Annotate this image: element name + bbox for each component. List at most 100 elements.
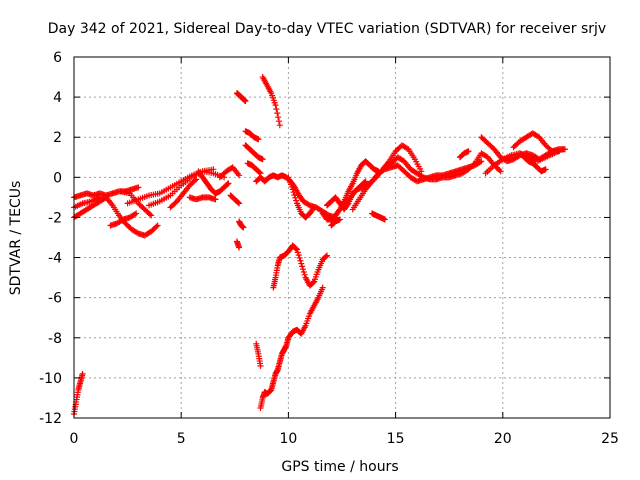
y-tick-label: -8 <box>48 331 62 347</box>
y-axis-label: SDTVAR / TECUs <box>8 181 24 296</box>
data-point <box>300 268 307 275</box>
data-point <box>310 205 317 212</box>
data-point <box>210 166 217 173</box>
data-point <box>275 114 282 121</box>
data-point <box>242 98 249 105</box>
data-point <box>298 260 305 267</box>
y-tick-labels: -12 -10 -8 -6 -4 -2 0 2 4 6 <box>39 50 62 427</box>
data-point <box>293 246 300 253</box>
data-points <box>71 74 568 417</box>
data-point <box>293 245 300 252</box>
data-point <box>291 191 298 198</box>
series-arc-22 <box>285 174 318 221</box>
data-point <box>289 186 296 193</box>
data-point <box>301 271 308 278</box>
data-point <box>224 181 231 188</box>
data-point <box>293 197 300 204</box>
data-point <box>299 263 306 270</box>
data-point <box>146 211 153 218</box>
data-point <box>497 168 504 175</box>
x-tick-label: 0 <box>70 431 79 447</box>
data-point <box>240 224 247 231</box>
data-point <box>323 253 330 260</box>
y-tick-label: -10 <box>39 371 62 387</box>
series-arc-2 <box>71 194 110 221</box>
x-tick-label: 5 <box>177 431 186 447</box>
data-point <box>294 249 301 256</box>
series-arc-5 <box>107 210 140 229</box>
series-arc-25 <box>270 242 330 291</box>
x-tick-label: 10 <box>279 431 297 447</box>
series-arc-10 <box>195 168 232 197</box>
data-point <box>96 194 103 201</box>
data-point <box>212 196 219 203</box>
data-point <box>274 110 281 117</box>
x-tick-label: 25 <box>601 431 619 447</box>
data-point <box>297 257 304 264</box>
data-point <box>193 176 200 183</box>
series-arc-16 <box>233 238 243 251</box>
data-point <box>259 156 266 163</box>
data-point <box>236 244 243 251</box>
data-point <box>470 161 477 168</box>
series-arc-9 <box>167 176 200 211</box>
y-tick-label: 2 <box>53 130 62 146</box>
data-point <box>154 222 161 229</box>
series-arc-33 <box>456 148 472 161</box>
data-point <box>290 189 297 196</box>
series-arc-11 <box>186 194 219 203</box>
x-tick-label: 20 <box>494 431 512 447</box>
data-point <box>296 254 303 261</box>
series-arc-31 <box>328 216 343 229</box>
y-tick-label: -2 <box>48 210 62 226</box>
series-arc-32 <box>369 210 388 223</box>
axis-ticks <box>73 56 611 419</box>
grid-lines <box>74 57 610 418</box>
series-arc-14 <box>236 218 247 231</box>
data-point <box>272 102 279 109</box>
series-arc-13 <box>227 192 243 207</box>
y-tick-label: 4 <box>53 90 62 106</box>
data-point <box>257 362 264 369</box>
data-point <box>255 136 262 143</box>
y-tick-label: 6 <box>53 50 62 66</box>
y-tick-label: -6 <box>48 291 62 307</box>
y-tick-label: -12 <box>39 411 62 427</box>
data-point <box>542 166 549 173</box>
plot-frame <box>73 56 611 419</box>
data-point <box>273 106 280 113</box>
data-point <box>292 194 299 201</box>
series-arc-20 <box>259 74 283 129</box>
data-point <box>496 167 503 174</box>
x-tick-labels: 0 5 10 15 20 25 <box>70 431 619 447</box>
data-point <box>559 146 566 153</box>
data-point <box>311 204 318 211</box>
series-arc-18 <box>242 142 266 163</box>
data-point <box>295 252 302 259</box>
series-arc-19 <box>244 160 264 177</box>
data-point <box>465 148 472 155</box>
data-point <box>323 252 330 259</box>
data-point <box>153 223 160 230</box>
data-point <box>79 370 86 377</box>
data-point <box>131 211 138 218</box>
data-point <box>135 184 142 191</box>
series-arc-12 <box>216 164 243 181</box>
data-point <box>236 200 243 207</box>
series-arc-37 <box>516 150 549 175</box>
x-axis-label: GPS time / hours <box>281 459 398 475</box>
series-arc-8 <box>146 166 217 209</box>
series-arc-21 <box>253 172 339 221</box>
data-point <box>225 180 232 187</box>
series-arc-15 <box>233 90 249 105</box>
y-tick-label: -4 <box>48 251 62 267</box>
series-arc-17 <box>242 128 262 143</box>
data-point <box>275 118 282 125</box>
data-point <box>236 172 243 179</box>
data-point <box>148 212 155 219</box>
data-point <box>191 177 198 184</box>
data-point <box>256 169 263 176</box>
series-arc-36 <box>510 130 562 155</box>
series-arc-24 <box>257 284 326 411</box>
